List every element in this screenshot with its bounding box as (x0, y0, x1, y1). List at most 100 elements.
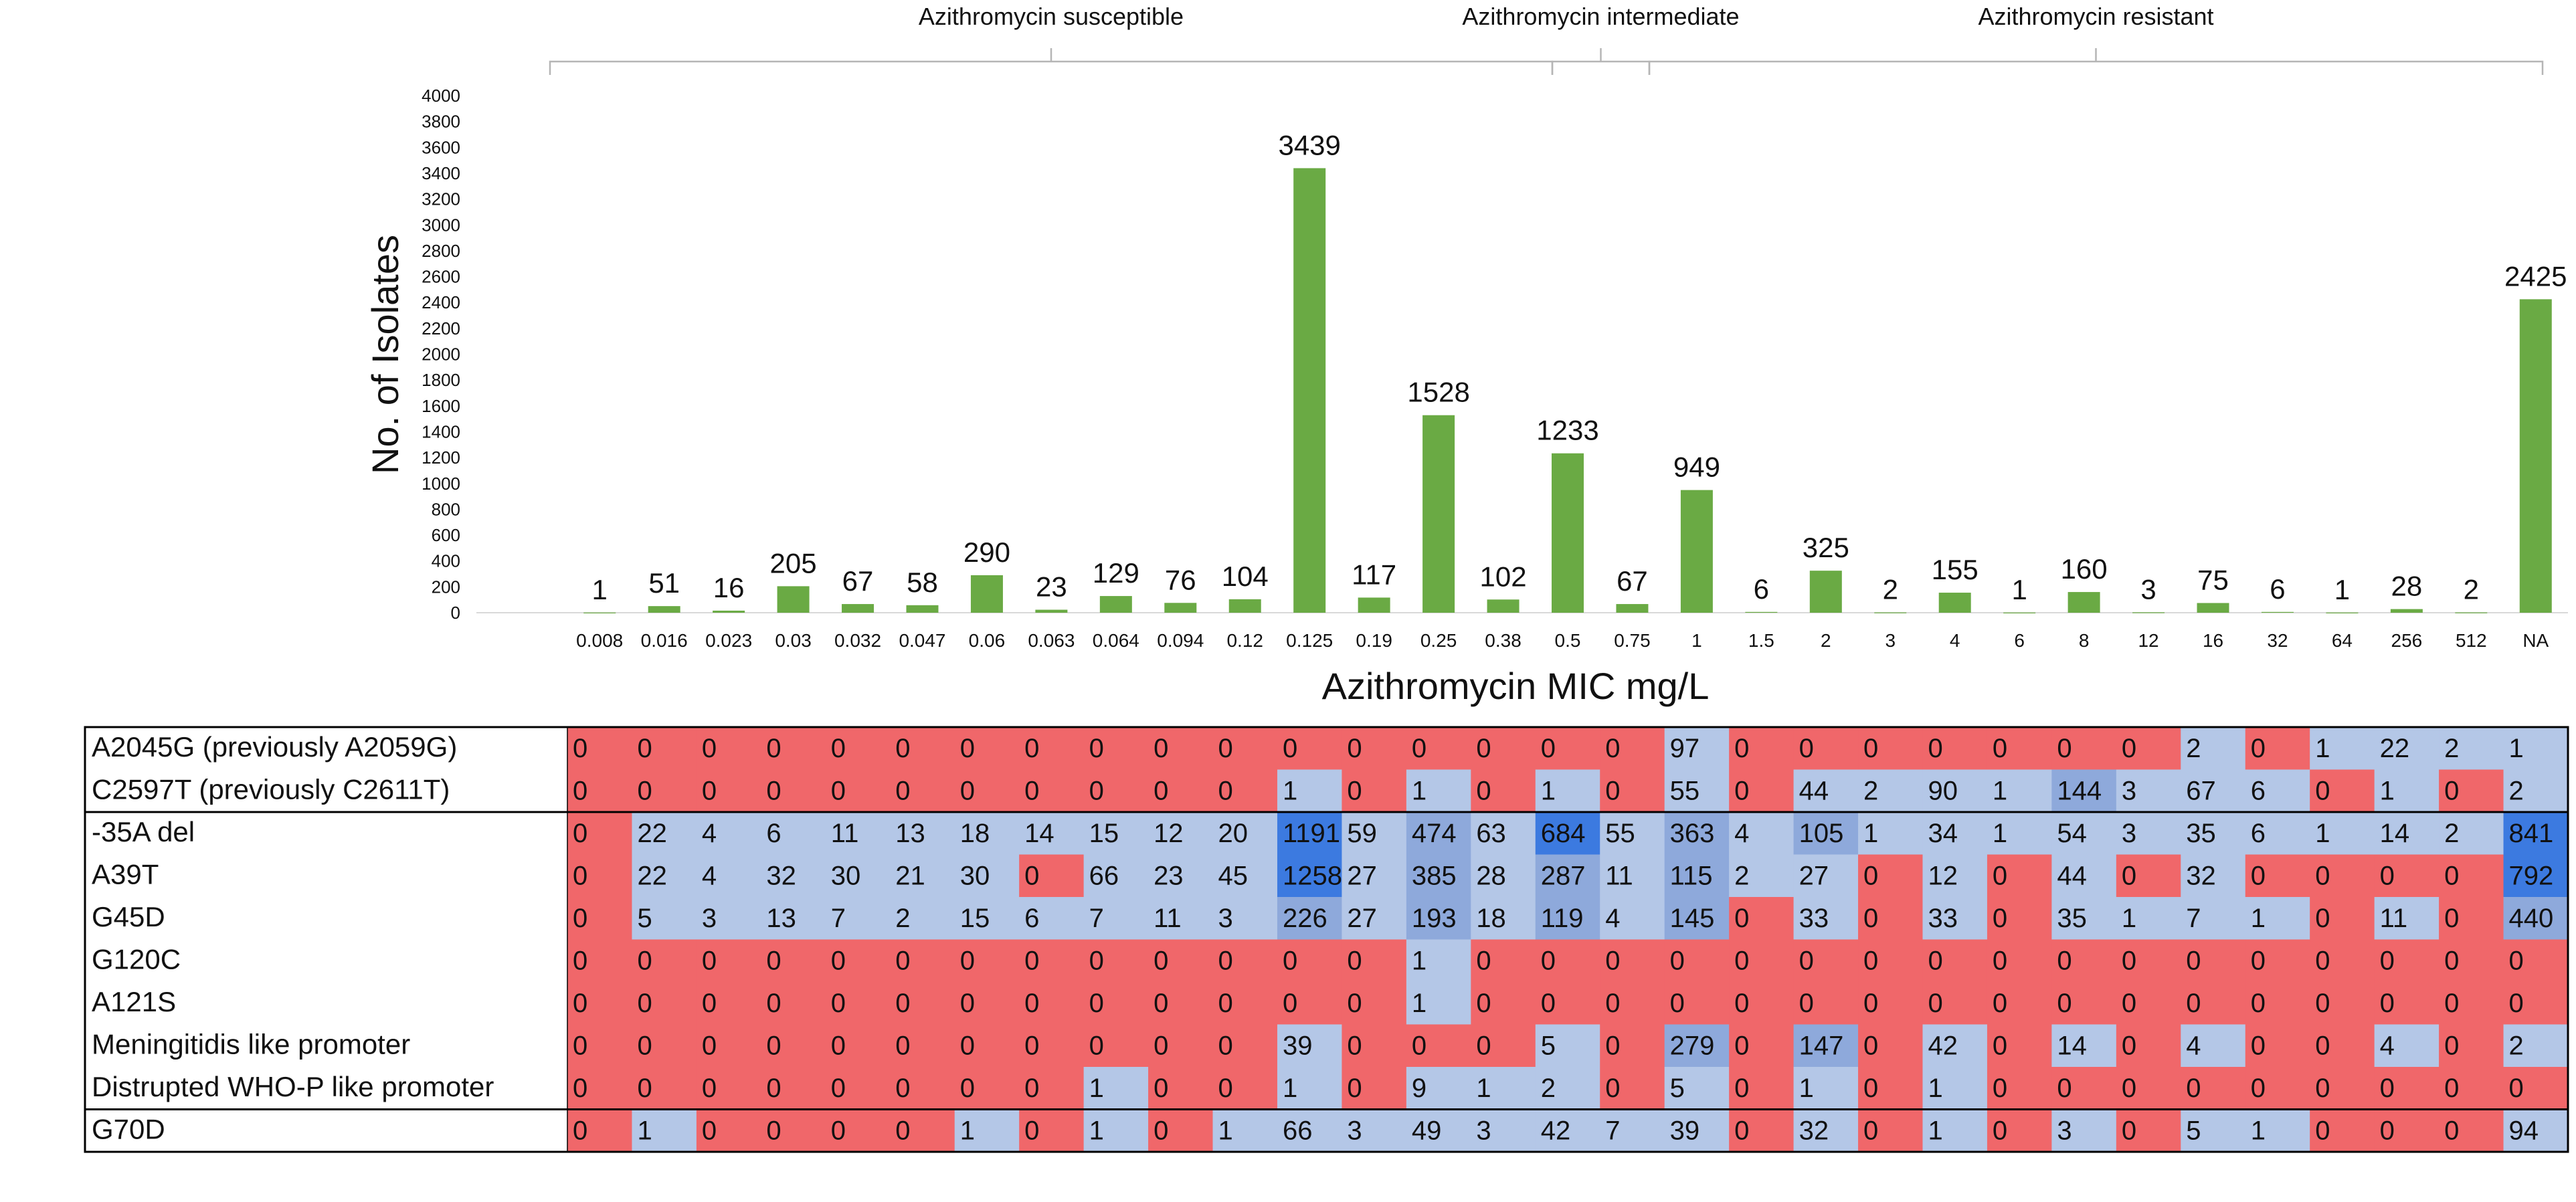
bar (2067, 592, 2100, 613)
heat-cell (2051, 769, 2117, 813)
heat-cell-value: 0 (1605, 777, 1620, 806)
heat-cell (632, 727, 697, 771)
heat-cell-value: 0 (766, 734, 781, 763)
heat-cell-value: 0 (960, 1031, 975, 1061)
heat-cell (1277, 1024, 1343, 1068)
y-axis: 0200400600800100012001400160018002000220… (422, 86, 2568, 623)
heat-cell-value: 35 (2057, 904, 2087, 933)
heat-cell (2503, 769, 2569, 813)
heat-cell (1535, 1024, 1600, 1068)
heat-cell (2181, 1024, 2246, 1068)
heat-cell (1600, 812, 1665, 856)
heat-cell-value: 0 (895, 734, 910, 763)
heat-cell-value: 3 (2057, 1116, 2072, 1146)
heat-cell-value: 0 (2509, 946, 2524, 976)
heat-cell (1083, 1109, 1149, 1153)
heat-cell-value: 1 (1541, 777, 1556, 806)
heat-cell-value: 0 (1734, 734, 1749, 763)
y-tick-label: 2600 (422, 267, 460, 287)
heat-cell (2116, 1109, 2181, 1153)
heat-cell (1406, 1067, 1471, 1110)
heat-cell (2051, 982, 2117, 1025)
heat-cell-value: 4 (702, 819, 717, 848)
heat-cell (1406, 854, 1471, 898)
heat-cell (1729, 812, 1795, 856)
heat-cell (1600, 1067, 1665, 1110)
heat-cell-value: 12 (1928, 862, 1958, 891)
bar-value-label: 1528 (1407, 377, 1469, 408)
heat-cell-value: 0 (573, 862, 587, 891)
heat-cell-value: 7 (2186, 904, 2201, 933)
heat-cell-value: 0 (2122, 989, 2136, 1018)
heat-cell-value: 3 (2122, 777, 2136, 806)
heat-cell (2310, 1067, 2375, 1110)
heat-cell (1277, 939, 1343, 983)
heat-cell (1148, 1067, 1214, 1110)
heat-cell-value: 0 (766, 777, 781, 806)
heat-cell-value: 0 (2444, 1116, 2459, 1146)
heat-cell-value: 5 (1541, 1031, 1556, 1061)
y-tick-label: 3200 (422, 189, 460, 209)
heat-cell-value: 144 (2057, 777, 2102, 806)
heat-cell-value: 0 (2122, 946, 2136, 976)
heat-cell (1471, 769, 1536, 813)
heat-cell (567, 897, 633, 940)
heat-cell (2439, 982, 2504, 1025)
y-tick-label: 2200 (422, 318, 460, 338)
heat-cell-value: 0 (702, 1031, 717, 1061)
heat-cell (1406, 939, 1471, 983)
heat-cell (1600, 769, 1665, 813)
heat-cell-value: 0 (1734, 777, 1749, 806)
x-tick-label: 0.064 (1093, 630, 1139, 651)
heat-cell (1600, 1024, 1665, 1068)
heat-cell-value: 0 (1993, 734, 2007, 763)
heat-cell-value: 1 (1412, 989, 1427, 1018)
heat-cell (1148, 939, 1214, 983)
heat-cell (1406, 897, 1471, 940)
heat-cell (1535, 854, 1600, 898)
heat-cell-value: 0 (1024, 1031, 1039, 1061)
heat-cell-value: 0 (2122, 1031, 2136, 1061)
heat-cell-value: 1258 (1283, 862, 1342, 891)
heat-cell (890, 854, 955, 898)
heat-cell-value: 0 (2122, 1074, 2136, 1103)
heat-cell (1212, 1109, 1278, 1153)
heat-cell-value: 0 (2380, 989, 2395, 1018)
y-tick-label: 1400 (422, 421, 460, 441)
heat-cell (1342, 939, 1407, 983)
heat-cell (1148, 769, 1214, 813)
heat-cell-value: 0 (1347, 734, 1362, 763)
heat-cell-value: 0 (637, 1074, 652, 1103)
heat-cell-value: 1 (2315, 734, 2330, 763)
heat-cell-value: 0 (1670, 946, 1685, 976)
heat-cell-value: 0 (573, 1031, 587, 1061)
heat-cell-value: 44 (1799, 777, 1829, 806)
heat-cell (825, 812, 891, 856)
heat-cell-value: 4 (2380, 1031, 2395, 1061)
heat-cell (632, 1109, 697, 1153)
heat-cell-value: 1 (1089, 1116, 1104, 1146)
heat-cell-value: 0 (1154, 1116, 1168, 1146)
heat-cell (2374, 1067, 2440, 1110)
row-label: G70D (92, 1114, 165, 1145)
heat-cell-value: 0 (1734, 989, 1749, 1018)
heat-cell (1019, 1109, 1085, 1153)
heat-cell (2116, 812, 2181, 856)
heat-cell (1858, 727, 1924, 771)
bar-value-label: 2 (2464, 574, 2479, 605)
heat-cell (1729, 769, 1795, 813)
heat-cell (567, 982, 633, 1025)
bar-value-label: 117 (1352, 559, 1396, 590)
heat-cell-value: 11 (2380, 904, 2408, 933)
heat-cell-value: 66 (1089, 862, 1119, 891)
y-tick-label: 600 (432, 525, 460, 545)
heat-cell-value: 1 (1928, 1074, 1942, 1103)
heat-cell (2310, 727, 2375, 771)
heat-cell-value: 22 (637, 819, 667, 848)
heat-cell-value: 12 (1154, 819, 1184, 848)
heat-cell (1922, 1067, 1988, 1110)
heat-cell (1342, 727, 1407, 771)
heat-cell (1148, 854, 1214, 898)
heat-cell (954, 982, 1020, 1025)
heat-cell-value: 2 (2509, 1031, 2524, 1061)
